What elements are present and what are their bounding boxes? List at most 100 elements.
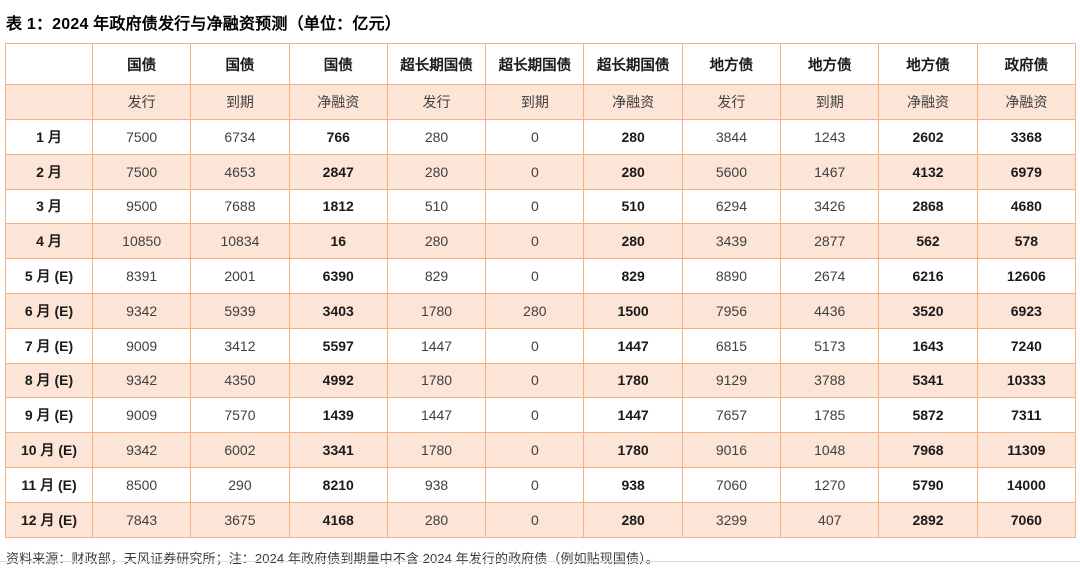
value-cell: 12606 bbox=[976, 258, 1077, 294]
value-cell: 3788 bbox=[780, 362, 880, 399]
value-cell: 938 bbox=[583, 466, 683, 503]
column-metric-header: 净融资 bbox=[976, 84, 1077, 120]
value-cell: 5872 bbox=[878, 397, 978, 434]
value-cell: 3844 bbox=[681, 119, 782, 155]
value-cell: 280 bbox=[583, 223, 683, 260]
value-cell: 7060 bbox=[681, 466, 782, 503]
value-cell: 2001 bbox=[190, 258, 290, 294]
value-cell: 9342 bbox=[91, 362, 192, 399]
column-group-header: 地方债 bbox=[878, 43, 978, 85]
value-cell: 14000 bbox=[976, 466, 1077, 503]
value-cell: 7311 bbox=[976, 397, 1077, 434]
value-cell: 7500 bbox=[91, 119, 192, 155]
value-cell: 4132 bbox=[878, 153, 978, 190]
column-metric-header: 净融资 bbox=[878, 84, 978, 120]
value-cell: 1780 bbox=[386, 362, 487, 399]
value-cell: 1048 bbox=[780, 432, 880, 468]
value-cell: 5173 bbox=[780, 327, 880, 364]
value-cell: 280 bbox=[386, 501, 487, 538]
column-group-header: 政府债 bbox=[976, 43, 1077, 85]
value-cell: 2877 bbox=[780, 223, 880, 260]
value-cell: 7956 bbox=[681, 292, 782, 329]
value-cell: 7657 bbox=[681, 397, 782, 434]
value-cell: 9009 bbox=[91, 397, 192, 434]
value-cell: 9342 bbox=[91, 292, 192, 329]
month-label: 9 月 (E) bbox=[5, 397, 93, 434]
value-cell: 280 bbox=[386, 119, 487, 155]
value-cell: 6923 bbox=[976, 292, 1077, 329]
value-cell: 1447 bbox=[583, 397, 683, 434]
column-metric-header: 到期 bbox=[190, 84, 290, 120]
value-cell: 8391 bbox=[91, 258, 192, 294]
table-header-group-row: 国债 国债 国债 超长期国债 超长期国债 超长期国债 地方债 地方债 地方债 政府债 bbox=[5, 43, 1077, 85]
value-cell: 3368 bbox=[976, 119, 1077, 155]
value-cell: 5600 bbox=[681, 153, 782, 190]
column-metric-header: 发行 bbox=[91, 84, 192, 120]
table-row: 6 月 (E) 9342 5939 3403 1780 280 1500 7956 4436 35… bbox=[5, 292, 1077, 329]
value-cell: 6216 bbox=[878, 258, 978, 294]
value-cell: 7060 bbox=[976, 501, 1077, 538]
value-cell: 280 bbox=[386, 153, 487, 190]
value-cell: 4436 bbox=[780, 292, 880, 329]
corner-cell bbox=[5, 84, 93, 120]
value-cell: 510 bbox=[583, 188, 683, 225]
value-cell: 5341 bbox=[878, 362, 978, 399]
value-cell: 0 bbox=[485, 327, 585, 364]
table-title: 表 1：2024 年政府债发行与净融资预测（单位：亿元） bbox=[6, 16, 401, 33]
value-cell: 7968 bbox=[878, 432, 978, 468]
table-header-metric-row: 发行 到期 净融资 发行 到期 净融资 发行 到期 净融资 净融资 bbox=[5, 84, 1077, 120]
value-cell: 407 bbox=[780, 501, 880, 538]
table-row: 1 月 7500 6734 766 280 0 280 3844 1243 2602 3368 bbox=[5, 119, 1077, 155]
value-cell: 1447 bbox=[386, 327, 487, 364]
value-cell: 1270 bbox=[780, 466, 880, 503]
value-cell: 8890 bbox=[681, 258, 782, 294]
value-cell: 7688 bbox=[190, 188, 290, 225]
value-cell: 829 bbox=[386, 258, 487, 294]
value-cell: 280 bbox=[583, 119, 683, 155]
table-row: 9 月 (E) 9009 7570 1439 1447 0 1447 7657 1785 5872… bbox=[5, 397, 1077, 434]
column-group-header: 国债 bbox=[190, 43, 290, 85]
value-cell: 280 bbox=[583, 501, 683, 538]
value-cell: 9500 bbox=[91, 188, 192, 225]
table-row: 10 月 (E) 9342 6002 3341 1780 0 1780 9016 1048 796… bbox=[5, 432, 1077, 468]
value-cell: 280 bbox=[583, 153, 683, 190]
value-cell: 3412 bbox=[190, 327, 290, 364]
month-label: 2 月 bbox=[5, 153, 93, 190]
value-cell: 7500 bbox=[91, 153, 192, 190]
value-cell: 10834 bbox=[190, 223, 290, 260]
value-cell: 1780 bbox=[583, 432, 683, 468]
value-cell: 9342 bbox=[91, 432, 192, 468]
value-cell: 9009 bbox=[91, 327, 192, 364]
value-cell: 3675 bbox=[190, 501, 290, 538]
column-metric-header: 净融资 bbox=[583, 84, 683, 120]
value-cell: 8210 bbox=[288, 466, 388, 503]
value-cell: 4350 bbox=[190, 362, 290, 399]
value-cell: 578 bbox=[976, 223, 1077, 260]
value-cell: 1447 bbox=[583, 327, 683, 364]
table-row: 11 月 (E) 8500 290 8210 938 0 938 7060 1270 5790 14… bbox=[5, 466, 1077, 503]
value-cell: 0 bbox=[485, 258, 585, 294]
value-cell: 1447 bbox=[386, 397, 487, 434]
value-cell: 11309 bbox=[976, 432, 1077, 468]
month-label: 1 月 bbox=[5, 119, 93, 155]
column-group-header: 超长期国债 bbox=[583, 43, 683, 85]
value-cell: 1243 bbox=[780, 119, 880, 155]
month-label: 11 月 (E) bbox=[5, 466, 93, 503]
value-cell: 1439 bbox=[288, 397, 388, 434]
value-cell: 2674 bbox=[780, 258, 880, 294]
table-header: 国债 国债 国债 超长期国债 超长期国债 超长期国债 地方债 地方债 地方债 政府债 发行 到期 净融资… bbox=[5, 43, 1077, 120]
corner-cell bbox=[5, 43, 93, 85]
value-cell: 3299 bbox=[681, 501, 782, 538]
value-cell: 5939 bbox=[190, 292, 290, 329]
column-metric-header: 到期 bbox=[485, 84, 585, 120]
column-metric-header: 发行 bbox=[681, 84, 782, 120]
value-cell: 6815 bbox=[681, 327, 782, 364]
value-cell: 0 bbox=[485, 466, 585, 503]
table-body: 1 月 7500 6734 766 280 0 280 3844 1243 2602 3368 2 月… bbox=[5, 119, 1077, 538]
value-cell: 1812 bbox=[288, 188, 388, 225]
value-cell: 3520 bbox=[878, 292, 978, 329]
table-row: 4 月 10850 10834 16 280 0 280 3439 2877 562 578 bbox=[5, 223, 1077, 260]
table-row: 7 月 (E) 9009 3412 5597 1447 0 1447 6815 5173 1643… bbox=[5, 327, 1077, 364]
value-cell: 6390 bbox=[288, 258, 388, 294]
column-group-header: 超长期国债 bbox=[485, 43, 585, 85]
